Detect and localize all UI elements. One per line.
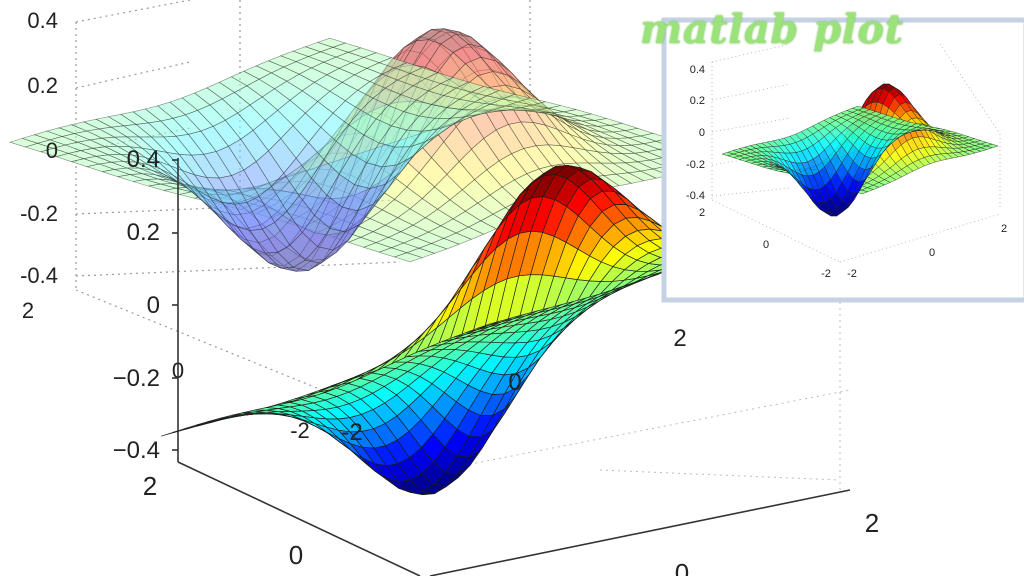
front-x-tick-label: 2 xyxy=(673,325,686,352)
back-xy-tick-label: 2 xyxy=(22,298,34,323)
inset-x-tick-label: -2 xyxy=(847,268,857,280)
inset-z-tick-label: 0.4 xyxy=(690,64,705,76)
inset-z-tick-label: 0.2 xyxy=(690,95,705,107)
inset-y-tick-label: 0 xyxy=(763,239,769,251)
overlay-title: matlab plot xyxy=(640,6,904,53)
back-xy-tick-label: -2 xyxy=(290,418,310,443)
inset-surface-plot xyxy=(721,83,999,217)
front-x-tick-label: -2 xyxy=(341,419,362,446)
front-y-tick-label: 0 xyxy=(289,540,303,570)
front-z-tick-label: −0.4 xyxy=(113,437,160,464)
inset-x-tick-label: 0 xyxy=(929,247,935,259)
surface-patch xyxy=(985,143,999,149)
front-surface-plot xyxy=(160,164,830,496)
inset-y-tick-label: -2 xyxy=(821,268,831,280)
front-x-tick-label: 0 xyxy=(508,369,521,396)
inset-z-tick-label: 0 xyxy=(699,127,705,139)
front-bottom-x-tick-label: 0 xyxy=(675,558,689,576)
front-z-tick-label: 0 xyxy=(147,292,160,319)
back-z-tick-label: -0.2 xyxy=(20,201,58,226)
inset-x-tick-label: 2 xyxy=(1001,223,1007,235)
back-z-tick-label: -0.4 xyxy=(20,263,58,288)
inset-y-tick-label: 2 xyxy=(699,207,705,219)
back-z-tick-label: 0.2 xyxy=(27,73,58,98)
inset-z-tick-label: -0.2 xyxy=(686,159,705,171)
back-surface-plot xyxy=(8,28,732,272)
front-z-tick-label: −0.2 xyxy=(113,365,160,392)
back-z-tick-label: 0 xyxy=(46,138,58,163)
front-z-tick-label: 0.2 xyxy=(127,219,160,246)
front-z-tick-label: 0.4 xyxy=(127,146,160,173)
front-plot-axes xyxy=(172,158,851,576)
inset-z-tick-label: -0.4 xyxy=(686,190,705,202)
back-z-tick-label: 0.4 xyxy=(27,8,58,33)
inset-figure-window: 0.4 0.2 0 -0.2 -0.4 2 0 -2 -2 0 2 xyxy=(661,17,1024,303)
front-y-tick-label: 2 xyxy=(143,471,157,501)
front-bottom-x-tick-label: 2 xyxy=(865,508,879,538)
